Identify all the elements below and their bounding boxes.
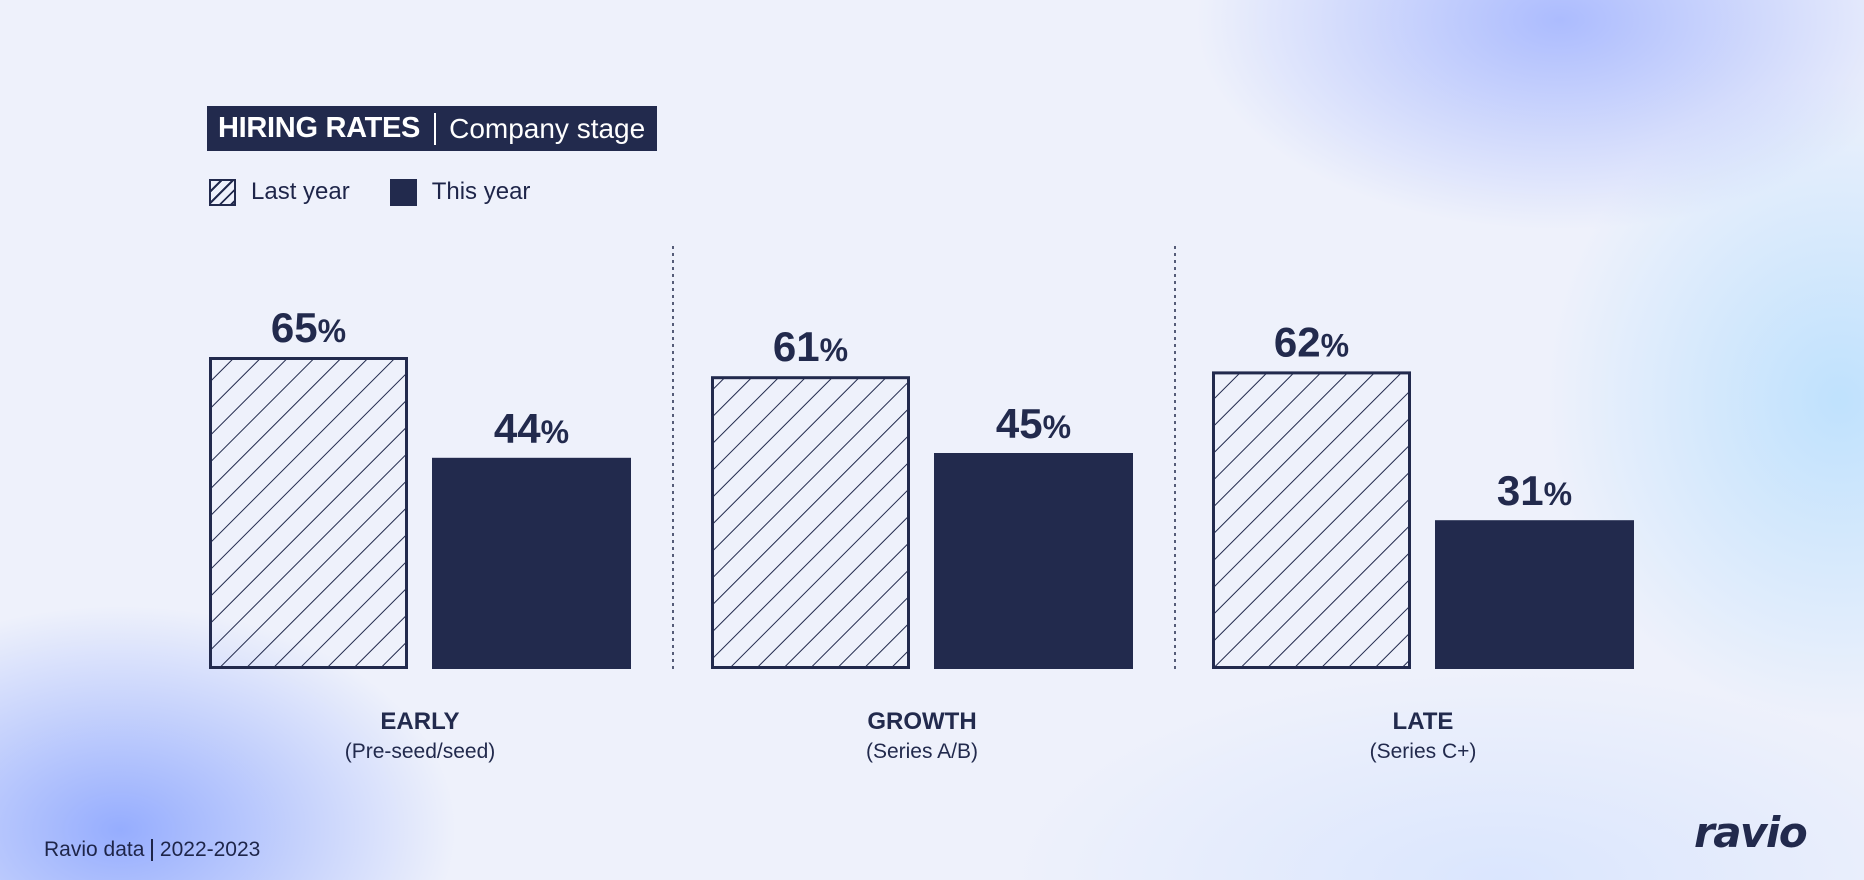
category-sublabel: (Pre-seed/seed) [345, 740, 496, 763]
legend-item-last-year: Last year [209, 178, 350, 206]
solid-swatch-icon [389, 178, 417, 206]
data-label-unit: % [318, 313, 346, 349]
data-label-unit: % [541, 414, 569, 450]
data-label: 65% [271, 304, 346, 351]
ravio-logo: ravio [1694, 808, 1808, 857]
title-divider [434, 112, 437, 145]
data-label-unit: % [1321, 327, 1349, 363]
chart-subtitle: Company stage [449, 112, 646, 144]
legend-item-this-year: This year [389, 178, 531, 206]
data-label-value: 45 [996, 400, 1043, 447]
category-label: EARLY [380, 708, 459, 735]
data-label: 45% [996, 400, 1071, 447]
chart-title-box: HIRING RATES Company stage [207, 106, 658, 151]
category-label: LATE [1393, 708, 1454, 735]
bar-last-year-early [209, 357, 408, 669]
data-label: 62% [1274, 318, 1349, 365]
bar-last-year-growth [711, 376, 910, 669]
data-label: 61% [773, 323, 848, 370]
data-label-value: 61 [773, 323, 820, 370]
hatched-swatch-icon [209, 178, 236, 206]
data-label-value: 31 [1497, 467, 1544, 514]
footer-divider [151, 839, 153, 861]
category-label: GROWTH [867, 708, 976, 735]
bar-this-year-late [1435, 520, 1634, 669]
legend-label-last-year: Last year [251, 178, 350, 205]
data-label-unit: % [1043, 409, 1071, 445]
footer-source: Ravio data [44, 838, 145, 861]
footer: Ravio data 2022-2023 [44, 838, 260, 862]
chart-title: HIRING RATES [218, 112, 421, 144]
bar-this-year-early [432, 457, 631, 669]
bar-last-year-late [1212, 371, 1411, 669]
data-label-value: 44 [494, 405, 541, 452]
data-label-unit: % [1544, 476, 1572, 512]
data-label-value: 62 [1274, 318, 1321, 365]
data-label-value: 65 [271, 304, 318, 351]
data-label: 44% [494, 405, 569, 452]
bar-this-year-growth [934, 453, 1133, 669]
footer-years: 2022-2023 [159, 838, 261, 861]
category-sublabel: (Series C+) [1370, 740, 1477, 763]
data-label-unit: % [820, 332, 848, 368]
legend: Last year This year [209, 178, 570, 206]
data-label: 31% [1497, 467, 1572, 514]
category-sublabel: (Series A/B) [866, 740, 978, 763]
legend-label-this-year: This year [431, 178, 531, 205]
